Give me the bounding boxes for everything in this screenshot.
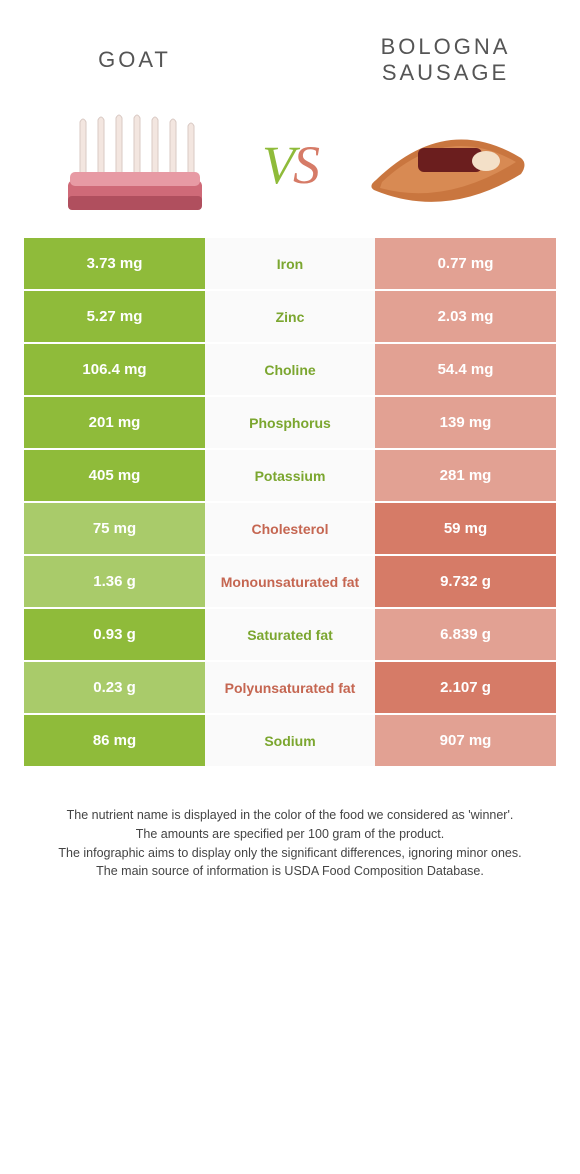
value-right: 2.107 g: [375, 662, 556, 713]
table-row: 0.23 gPolyunsaturated fat2.107 g: [24, 662, 556, 715]
value-right: 2.03 mg: [375, 291, 556, 342]
vs-label: VS: [245, 134, 335, 196]
table-row: 405 mgPotassium281 mg: [24, 450, 556, 503]
vs-s: S: [293, 135, 318, 195]
value-left: 405 mg: [24, 450, 205, 501]
images-row: VS: [24, 100, 556, 230]
value-right: 907 mg: [375, 715, 556, 766]
value-left: 0.23 g: [24, 662, 205, 713]
nutrient-table: 3.73 mgIron0.77 mg5.27 mgZinc2.03 mg106.…: [24, 238, 556, 768]
nutrient-label: Phosphorus: [205, 397, 375, 448]
nutrient-label: Sodium: [205, 715, 375, 766]
footer-line-1: The nutrient name is displayed in the co…: [34, 806, 546, 825]
table-row: 5.27 mgZinc2.03 mg: [24, 291, 556, 344]
footer-line-3: The infographic aims to display only the…: [34, 844, 546, 863]
infographic-container: GOAT BOLOGNA SAUSAGE: [0, 0, 580, 931]
value-left: 75 mg: [24, 503, 205, 554]
title-left: GOAT: [24, 47, 245, 73]
value-left: 0.93 g: [24, 609, 205, 660]
table-row: 1.36 gMonounsaturated fat9.732 g: [24, 556, 556, 609]
footer-line-2: The amounts are specified per 100 gram o…: [34, 825, 546, 844]
nutrient-label: Choline: [205, 344, 375, 395]
value-left: 86 mg: [24, 715, 205, 766]
nutrient-label: Saturated fat: [205, 609, 375, 660]
nutrient-label: Iron: [205, 238, 375, 289]
table-row: 86 mgSodium907 mg: [24, 715, 556, 768]
value-right: 59 mg: [375, 503, 556, 554]
nutrient-label: Zinc: [205, 291, 375, 342]
nutrient-label: Polyunsaturated fat: [205, 662, 375, 713]
image-right: [335, 120, 556, 210]
header-left: GOAT: [24, 47, 245, 73]
value-right: 0.77 mg: [375, 238, 556, 289]
table-row: 0.93 gSaturated fat6.839 g: [24, 609, 556, 662]
value-left: 5.27 mg: [24, 291, 205, 342]
value-right: 9.732 g: [375, 556, 556, 607]
header-row: GOAT BOLOGNA SAUSAGE: [24, 20, 556, 100]
value-right: 54.4 mg: [375, 344, 556, 395]
value-left: 106.4 mg: [24, 344, 205, 395]
title-right: BOLOGNA SAUSAGE: [335, 34, 556, 87]
table-row: 106.4 mgCholine54.4 mg: [24, 344, 556, 397]
vs-v: V: [262, 135, 293, 195]
value-left: 3.73 mg: [24, 238, 205, 289]
nutrient-label: Cholesterol: [205, 503, 375, 554]
nutrient-label: Potassium: [205, 450, 375, 501]
goat-meat-icon: [50, 110, 220, 220]
nutrient-label: Monounsaturated fat: [205, 556, 375, 607]
value-right: 281 mg: [375, 450, 556, 501]
sausage-icon: [356, 120, 536, 210]
header-right: BOLOGNA SAUSAGE: [335, 34, 556, 87]
value-right: 139 mg: [375, 397, 556, 448]
image-left: [24, 110, 245, 220]
value-left: 1.36 g: [24, 556, 205, 607]
table-row: 201 mgPhosphorus139 mg: [24, 397, 556, 450]
value-left: 201 mg: [24, 397, 205, 448]
table-row: 75 mgCholesterol59 mg: [24, 503, 556, 556]
table-row: 3.73 mgIron0.77 mg: [24, 238, 556, 291]
footer-notes: The nutrient name is displayed in the co…: [24, 806, 556, 911]
footer-line-4: The main source of information is USDA F…: [34, 862, 546, 881]
value-right: 6.839 g: [375, 609, 556, 660]
